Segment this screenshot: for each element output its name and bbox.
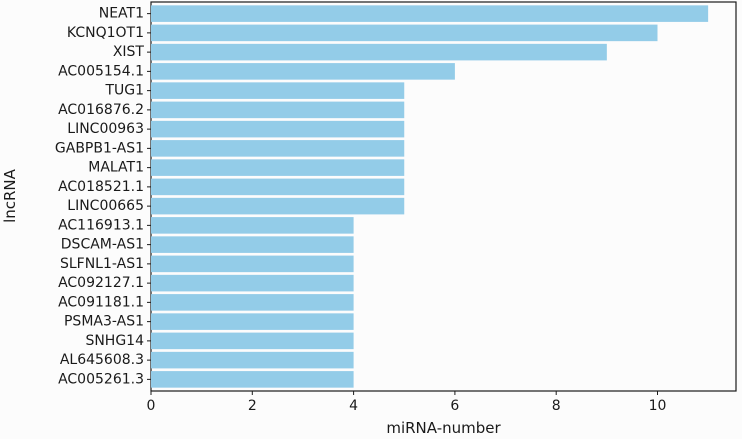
category-label: LINC00665 — [67, 198, 144, 214]
category-label: AC091181.1 — [58, 294, 144, 310]
bar — [151, 178, 405, 196]
x-ticks: 0 2 4 6 8 10 — [147, 391, 667, 414]
category-label: AC016876.2 — [58, 102, 144, 118]
x-tick-label: 0 — [147, 398, 156, 414]
category-label: XIST — [113, 44, 145, 60]
x-tick-label: 10 — [649, 398, 667, 414]
bar — [151, 332, 354, 350]
category-label: LINC00963 — [67, 121, 144, 137]
y-axis-title: lncRNA — [1, 168, 19, 223]
bar — [151, 351, 354, 369]
bar — [151, 197, 405, 215]
category-label: AC005154.1 — [58, 63, 144, 79]
bar — [151, 101, 405, 119]
bar — [151, 371, 354, 388]
bar — [151, 5, 709, 22]
bar — [151, 313, 354, 330]
bar — [151, 82, 405, 99]
category-label: DSCAM-AS1 — [61, 237, 144, 253]
category-label: SNHG14 — [85, 333, 144, 349]
bars-group — [151, 5, 709, 388]
bar — [151, 63, 455, 80]
category-label: AL645608.3 — [60, 352, 144, 368]
bar — [151, 294, 354, 311]
category-label: AC092127.1 — [58, 275, 144, 291]
x-tick-label: 2 — [248, 398, 257, 414]
x-tick-label: 4 — [349, 398, 358, 414]
category-label: TUG1 — [104, 83, 144, 99]
bar — [151, 274, 354, 292]
category-label: GABPB1-AS1 — [55, 140, 144, 156]
bar — [151, 120, 405, 138]
category-label: PSMA3-AS1 — [64, 314, 144, 330]
bar — [151, 236, 354, 253]
category-label: MALAT1 — [88, 160, 144, 176]
category-labels: NEAT1 KCNQ1OT1 XIST AC005154.1 TUG1 AC016876.… — [55, 6, 151, 387]
bar — [151, 24, 658, 42]
bar — [151, 140, 405, 157]
category-label: SLFNL1-AS1 — [60, 256, 144, 272]
category-label: AC005261.3 — [58, 371, 144, 387]
x-tick-label: 6 — [450, 398, 459, 414]
bar — [151, 255, 354, 273]
bar — [151, 217, 354, 234]
category-label: NEAT1 — [99, 6, 144, 22]
bar — [151, 159, 405, 176]
category-label: KCNQ1OT1 — [67, 25, 144, 41]
category-label: AC116913.1 — [58, 217, 144, 233]
x-axis-title: miRNA-number — [386, 419, 501, 437]
x-tick-label: 8 — [552, 398, 561, 414]
bar — [151, 43, 607, 61]
category-label: AC018521.1 — [58, 179, 144, 195]
